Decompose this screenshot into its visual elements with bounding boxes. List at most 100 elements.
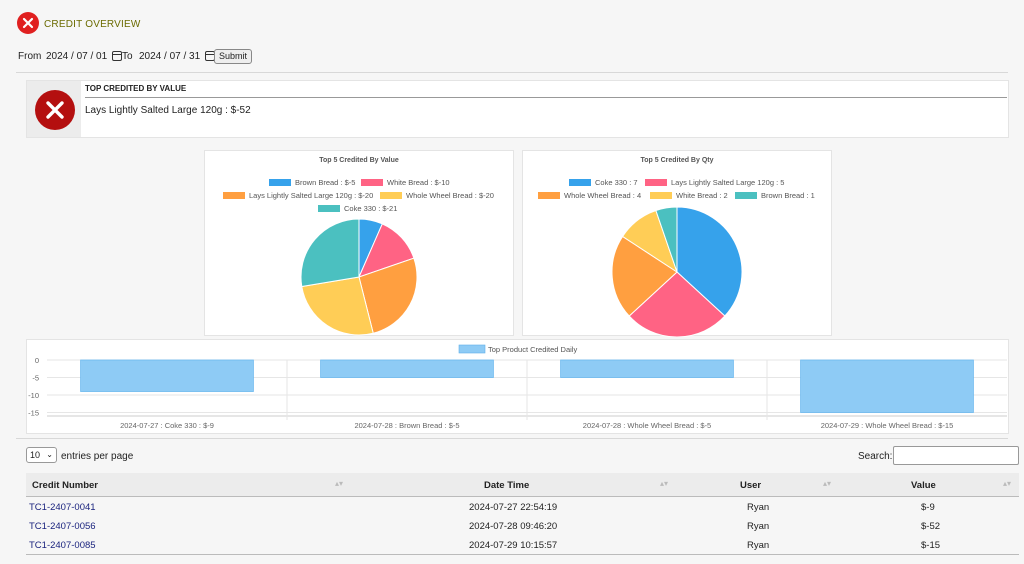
x-tick-label: 2024-07-27 : Coke 330 : $-9 [120,421,214,430]
chevron-down-icon: ⌄ [46,450,53,459]
legend-swatch [361,179,383,186]
date-time-cell: 2024-07-28 09:46:20 [469,521,558,532]
bar-chart-svg: Top Product Credited Daily 0 -5 -10 -15 2024-… [28,344,1007,430]
date-time-cell: 2024-07-27 22:54:19 [469,502,558,513]
legend-label: Whole Wheel Bread : $-20 [406,191,494,200]
legend-item[interactable]: Coke 330 : 7 [569,178,638,187]
legend-swatch [223,192,245,199]
credit-number-link[interactable]: TC1-2407-0056 [29,521,96,532]
legend-label: Coke 330 : 7 [595,178,638,187]
legend-item[interactable]: Lays Lightly Salted Large 120g : 5 [645,178,784,187]
page-title: CREDIT OVERVIEW [44,19,141,30]
date-time-cell: 2024-07-29 10:15:57 [469,540,558,551]
pie-slice[interactable] [300,218,360,288]
legend-item[interactable]: Whole Wheel Bread : 4 [538,191,641,200]
pie-slice[interactable] [655,206,678,273]
pie-slice[interactable] [676,206,743,317]
sort-icon[interactable]: ▴▾ [1003,479,1012,488]
legend-label: White Bread : $-10 [387,178,450,187]
to-label: To [122,51,133,62]
table-row: TC1-2407-0085 2024-07-29 10:15:57 Ryan $… [26,536,1019,555]
legend-item[interactable]: Brown Bread : 1 [735,191,815,200]
legend-swatch [380,192,402,199]
x-tick-label: 2024-07-28 : Brown Bread : $-5 [354,421,459,430]
bar-chart-daily: Top Product Credited Daily 0 -5 -10 -15 2024-… [26,339,1009,434]
chart-title: Top 5 Credited By Qty [640,157,714,164]
legend-item[interactable]: Lays Lightly Salted Large 120g : $-20 [223,191,373,200]
pie-slice[interactable] [628,271,726,337]
legend-item[interactable]: White Bread : $-10 [361,178,450,187]
sort-icon[interactable]: ▴▾ [823,479,832,488]
table-row: TC1-2407-0041 2024-07-27 22:54:19 Ryan $… [26,498,1019,517]
search-label: Search: [858,451,893,462]
search-input[interactable] [893,446,1019,465]
close-icon [35,90,75,130]
close-icon[interactable] [17,12,39,34]
legend-label: Whole Wheel Bread : 4 [564,191,642,200]
value-cell: $-52 [921,521,941,532]
y-tick-label: 0 [35,356,39,365]
column-header-date-time[interactable]: Date Time [484,480,530,491]
from-date-input[interactable]: 2024 / 07 / 01 [46,48,123,64]
divider [85,97,1007,98]
entries-select[interactable]: 10 ⌄ [26,447,57,463]
sort-icon[interactable]: ▴▾ [660,479,669,488]
legend-swatch [269,179,291,186]
user-cell: Ryan [747,521,770,532]
divider [16,438,1008,439]
pie-slice[interactable] [358,257,418,334]
legend-item[interactable]: Coke 330 : $-21 [318,204,397,213]
pie-chart-by-qty: Top 5 Credited By Qty Coke 330 : 7 Lays L… [522,150,832,337]
legend-label: Brown Bread : $-5 [295,178,356,187]
column-header-value[interactable]: Value [911,480,936,491]
chart-title: Top 5 Credited By Value [319,157,399,164]
pie-chart-by-value: Top 5 Credited By Value Brown Bread : $-… [204,150,514,336]
legend-swatch [735,192,757,199]
panel-icon-box [27,81,81,137]
value-cell: $-9 [921,502,935,513]
legend-label: White Bread : 2 [676,191,728,200]
table-header: Credit Number ▴▾ Date Time ▴▾ User ▴▾ Va… [26,473,1019,497]
to-date-value: 2024 / 07 / 31 [139,50,201,62]
bar[interactable] [800,359,974,413]
to-date-input[interactable]: 2024 / 07 / 31 [139,48,216,64]
credit-number-link[interactable]: TC1-2407-0085 [29,540,96,551]
value-cell: $-15 [921,540,941,551]
y-tick-label: -5 [32,374,39,383]
legend-label: Brown Bread : 1 [761,191,815,200]
legend-item[interactable]: White Bread : 2 [650,191,728,200]
x-tick-label: 2024-07-29 : Whole Wheel Bread : $-15 [821,421,954,430]
legend-swatch [645,179,667,186]
pie-svg [300,218,418,336]
legend-swatch [569,179,591,186]
user-cell: Ryan [747,502,770,513]
column-header-user[interactable]: User [740,480,762,491]
y-tick-label: -15 [28,409,39,418]
legend-swatch[interactable] [458,344,486,354]
table-row: TC1-2407-0056 2024-07-28 09:46:20 Ryan $… [26,517,1019,536]
y-tick-label: -10 [28,391,39,400]
panel-heading: TOP CREDITED BY VALUE [85,84,187,93]
pie-slice[interactable] [611,235,678,317]
bar[interactable] [80,359,254,392]
legend-label: Top Product Credited Daily [488,345,577,354]
bar[interactable] [560,359,734,378]
calendar-icon[interactable] [112,51,123,61]
legend-swatch [538,192,560,199]
panel-value: Lays Lightly Salted Large 120g : $-52 [85,105,251,116]
submit-button[interactable]: Submit [214,49,253,64]
entries-label: entries per page [61,451,134,462]
user-cell: Ryan [747,540,770,551]
entries-value: 10 [30,450,41,460]
pie-slice[interactable] [301,276,374,336]
legend-item[interactable]: Brown Bread : $-5 [269,178,355,187]
from-date-value: 2024 / 07 / 01 [46,50,108,62]
legend-label: Lays Lightly Salted Large 120g : $-20 [249,191,374,200]
legend-item[interactable]: Whole Wheel Bread : $-20 [380,191,494,200]
top-credited-panel: TOP CREDITED BY VALUE Lays Lightly Salte… [26,80,1009,138]
sort-icon[interactable]: ▴▾ [335,479,344,488]
legend-label: Lays Lightly Salted Large 120g : 5 [671,178,785,187]
column-header-credit-number[interactable]: Credit Number [32,480,98,491]
bar[interactable] [320,359,494,378]
credit-number-link[interactable]: TC1-2407-0041 [29,502,96,513]
